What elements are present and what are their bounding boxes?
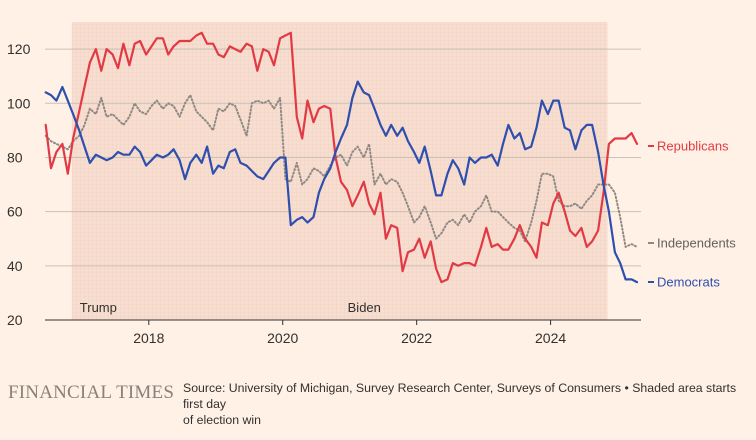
y-tick-label-80: 80 xyxy=(7,149,23,165)
series-line-democrats xyxy=(44,80,639,284)
chart: 20 40 60 80 100 120 2018 2020 2022 2024 Trump Bide… xyxy=(7,22,737,346)
source-line-1: Source: University of Michigan, Survey R… xyxy=(183,381,737,411)
period-label-trump: Trump xyxy=(80,300,117,315)
y-tick-label-40: 40 xyxy=(7,258,23,274)
y-tick-label-120: 120 xyxy=(7,41,31,57)
series-line-independents xyxy=(44,94,638,248)
x-tick-label-2022: 2022 xyxy=(401,330,432,346)
x-tick-label-2024: 2024 xyxy=(535,330,566,346)
series-lines xyxy=(44,31,639,284)
y-tick-label-60: 60 xyxy=(7,204,23,220)
source-note: Source: University of Michigan, Survey R… xyxy=(183,380,743,428)
x-tick-label-2020: 2020 xyxy=(267,330,298,346)
series-label-democrats: Democrats xyxy=(657,275,720,290)
y-tick-label-20: 20 xyxy=(7,312,23,328)
footer: FINANCIAL TIMES Source: University of Mi… xyxy=(0,378,756,428)
source-line-2: of election win xyxy=(183,413,261,427)
series-label-independents: Independents xyxy=(657,236,736,251)
x-tick-label-2018: 2018 xyxy=(133,330,164,346)
series-labels: Trump Biden Republicans Independents Democra… xyxy=(80,139,737,316)
series-line-republicans xyxy=(44,31,639,284)
brand-logo: FINANCIAL TIMES xyxy=(8,382,175,403)
period-label-biden: Biden xyxy=(348,300,381,315)
axes: 20 40 60 80 100 120 2018 2020 2022 2024 xyxy=(7,41,641,346)
y-tick-label-100: 100 xyxy=(7,95,31,111)
shaded-period-biden xyxy=(339,22,608,320)
series-label-republicans: Republicans xyxy=(657,139,729,154)
